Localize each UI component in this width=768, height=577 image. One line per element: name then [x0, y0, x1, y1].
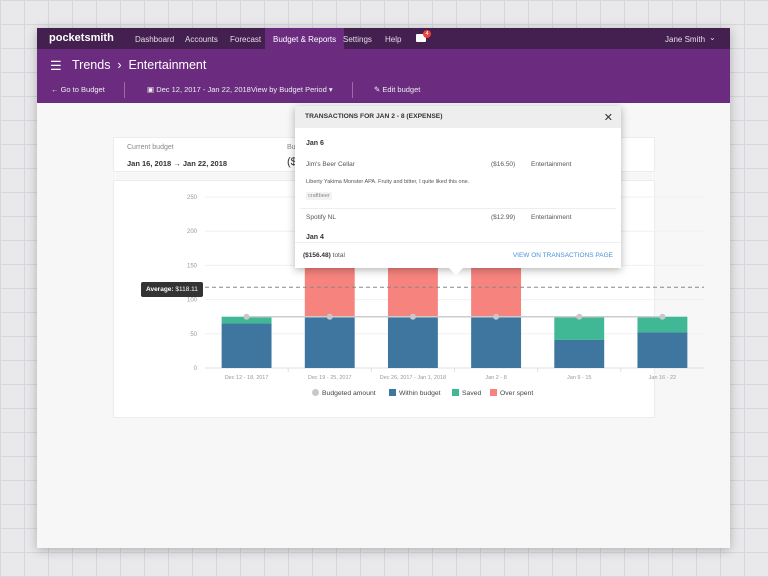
transaction-row[interactable]: Spotify NL ($12.99) Entertainment	[306, 214, 611, 221]
x-tick-label: Dec 19 - 25, 2017	[308, 375, 352, 381]
amount: ($12.99)	[491, 214, 516, 221]
pencil-icon: ✎	[374, 85, 381, 94]
y-tick-label: 250	[187, 195, 198, 201]
nav-forecast[interactable]: Forecast	[230, 35, 262, 44]
legend-label: Budgeted amount	[322, 390, 376, 397]
calendar-icon: ▣	[147, 85, 155, 94]
divider	[352, 82, 353, 98]
brand-logo[interactable]: pocketsmith	[49, 32, 114, 44]
y-tick-label: 50	[190, 332, 197, 338]
average-value: $118.11	[175, 286, 198, 293]
average-tooltip: Average: $118.11	[141, 282, 203, 297]
mail-icon[interactable]	[416, 34, 426, 42]
payee: Spotify NL	[306, 214, 336, 221]
group-date: Jan 4	[306, 234, 324, 241]
tag-chip[interactable]: craftbeer	[306, 192, 332, 200]
breadcrumb: Trends › Entertainment	[72, 58, 207, 72]
date-range-label: Dec 12, 2017 - Jan 22, 2018	[156, 85, 251, 94]
bar-segment	[471, 316, 522, 368]
popup-title: TRANSACTIONS FOR JAN 2 - 8 (EXPENSE)	[295, 106, 621, 128]
average-label: Average:	[146, 286, 174, 293]
edit-budget-button[interactable]: ✎ Edit budget	[374, 85, 420, 94]
bar-segment	[637, 316, 688, 333]
category: Entertainment	[531, 214, 572, 221]
transaction-row[interactable]: Jim's Beer Cellar ($16.50) Entertainment	[306, 161, 611, 168]
breadcrumb-current: Entertainment	[128, 58, 207, 72]
go-back-label: Go to Budget	[60, 85, 105, 94]
budget-point	[659, 313, 666, 320]
budget-label: Bu	[287, 144, 296, 151]
breadcrumb-trends[interactable]: Trends	[72, 58, 111, 72]
bar-segment	[387, 316, 438, 368]
bar-segment	[221, 316, 272, 324]
date-range-button[interactable]: ▣ Dec 12, 2017 - Jan 22, 2018	[147, 85, 251, 94]
bar-segment	[221, 323, 272, 368]
legend-swatch	[312, 389, 319, 396]
divider	[124, 82, 125, 98]
budget-point	[326, 313, 333, 320]
budget-value: ($	[287, 156, 297, 168]
nav-budget-reports[interactable]: Budget & Reports	[265, 28, 345, 49]
bar-segment	[637, 332, 688, 368]
x-tick-label: Dec 26, 2017 - Jan 1, 2018	[380, 375, 446, 381]
current-budget-label: Current budget	[127, 144, 174, 151]
top-nav: pocketsmith Dashboard Accounts Forecast …	[37, 28, 730, 49]
legend-label: Over spent	[500, 390, 534, 397]
mail-badge: 4	[423, 30, 431, 38]
legend-label: Within budget	[399, 390, 441, 397]
budget-point	[243, 313, 250, 320]
view-by-label: View by Budget Period	[251, 85, 327, 94]
legend-overspent[interactable]: Over spent	[490, 389, 533, 397]
legend-swatch	[389, 389, 396, 396]
edit-budget-label: Edit budget	[382, 85, 421, 94]
budget-point	[409, 313, 416, 320]
group-date: Jan 6	[306, 140, 324, 147]
category: Entertainment	[531, 161, 572, 168]
popup-pointer	[447, 266, 465, 275]
bar-segment	[304, 316, 355, 368]
bar-segment	[554, 339, 605, 368]
x-tick-label: Jan 16 - 22	[649, 375, 677, 381]
total-label: total	[332, 252, 345, 259]
legend-swatch	[490, 389, 497, 396]
view-transactions-link[interactable]: VIEW ON TRANSACTIONS PAGE	[512, 252, 613, 259]
y-tick-label: 150	[187, 263, 198, 269]
nav-help[interactable]: Help	[385, 35, 402, 44]
bar-segment	[471, 260, 522, 317]
nav-accounts[interactable]: Accounts	[185, 35, 218, 44]
popup-footer: ($156.48) total VIEW ON TRANSACTIONS PAG…	[295, 242, 621, 268]
divider	[300, 208, 616, 209]
page-header: ☰ Trends › Entertainment ← Go to Budget …	[37, 49, 730, 103]
x-tick-label: Dec 12 - 18, 2017	[225, 375, 269, 381]
view-by-dropdown[interactable]: View by Budget Period ▾	[251, 85, 333, 94]
nav-dashboard[interactable]: Dashboard	[135, 35, 175, 44]
legend-budgeted[interactable]: Budgeted amount	[312, 389, 376, 397]
legend-saved[interactable]: Saved	[452, 389, 481, 397]
payee: Jim's Beer Cellar	[306, 161, 355, 168]
go-to-budget-button[interactable]: ← Go to Budget	[51, 85, 105, 94]
x-tick-label: Jan 9 - 15	[567, 375, 591, 381]
menu-icon[interactable]: ☰	[50, 58, 62, 73]
chevron-down-icon[interactable]: ⌄	[709, 33, 716, 42]
current-budget-value: Jan 16, 2018 → Jan 22, 2018	[127, 159, 228, 168]
legend-label: Saved	[462, 390, 482, 397]
transaction-note: Liberty Yakima Monster APA. Fruity and b…	[306, 179, 470, 185]
transactions-popup: TRANSACTIONS FOR JAN 2 - 8 (EXPENSE) ✕ J…	[295, 106, 621, 275]
legend-within[interactable]: Within budget	[389, 389, 441, 397]
nav-settings[interactable]: Settings	[343, 35, 372, 44]
budget-point	[576, 313, 583, 320]
app-window: pocketsmith Dashboard Accounts Forecast …	[37, 28, 730, 548]
user-menu[interactable]: Jane Smith	[665, 35, 706, 44]
y-tick-label: 100	[187, 298, 198, 304]
total-amount: ($156.48)	[303, 252, 331, 259]
budget-point	[493, 313, 500, 320]
x-tick-label: Jan 2 - 8	[485, 375, 506, 381]
amount: ($16.50)	[491, 161, 516, 168]
y-tick-label: 200	[187, 229, 198, 235]
y-tick-label: 0	[194, 366, 198, 372]
bar-segment	[554, 316, 605, 340]
legend-swatch	[452, 389, 459, 396]
close-icon[interactable]: ✕	[603, 112, 613, 124]
